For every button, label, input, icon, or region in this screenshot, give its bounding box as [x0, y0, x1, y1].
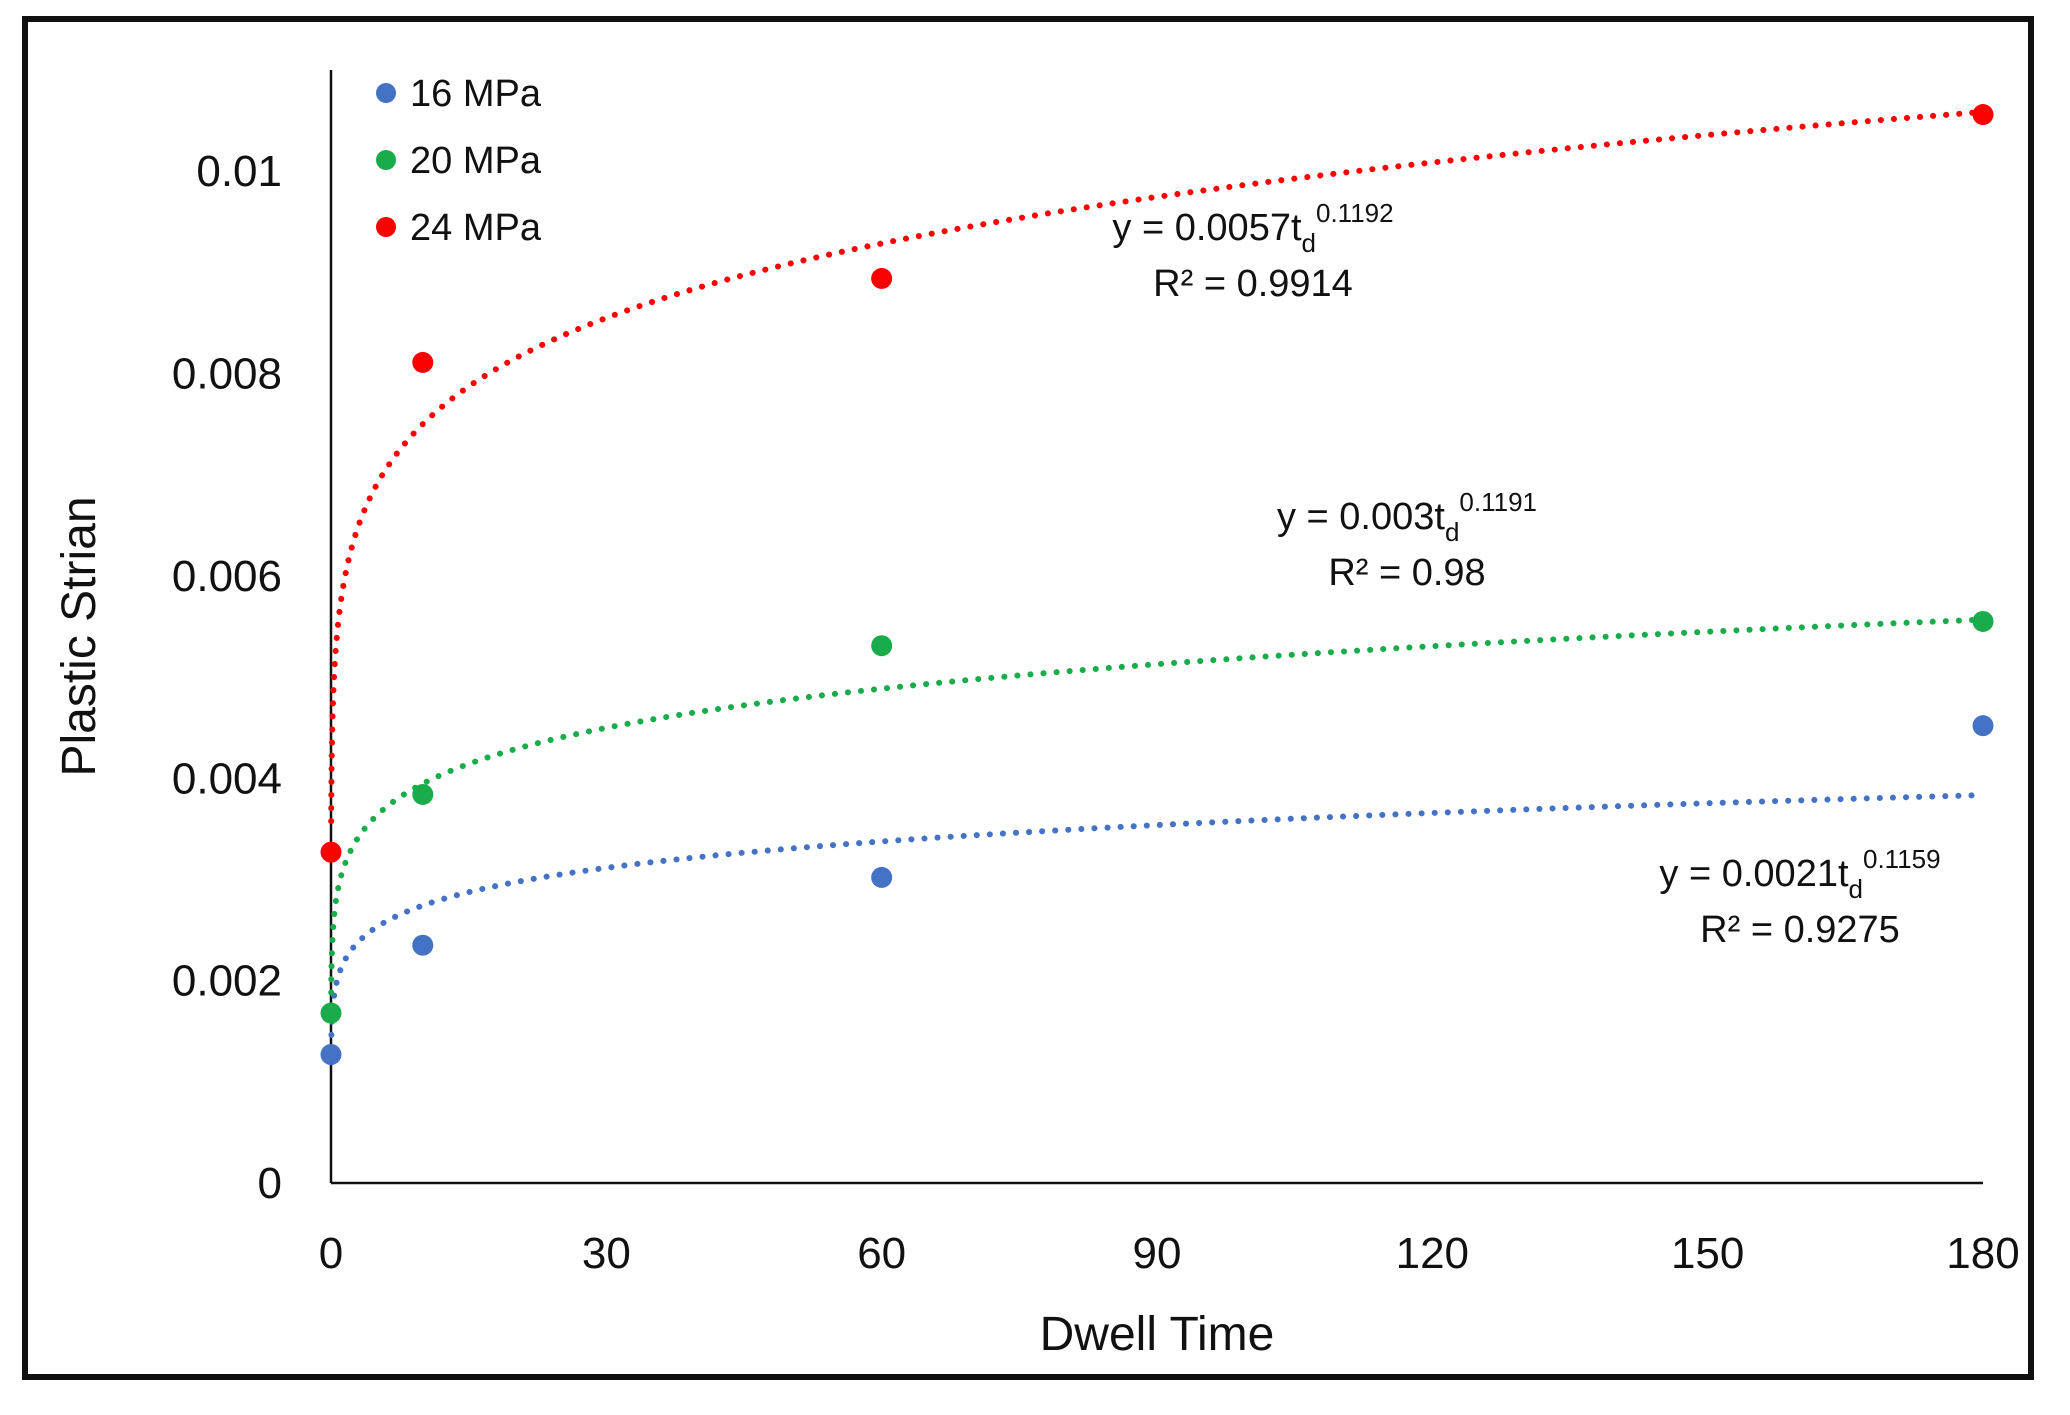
point-24-mpa — [1972, 104, 1994, 126]
legend-item-24-mpa: 24 MPa — [376, 207, 542, 249]
equation-20-mpa-formula: y = 0.003td0.1191 — [1277, 487, 1537, 547]
y-tick-label: 0.004 — [172, 754, 282, 803]
y-tick-label: 0.006 — [172, 552, 282, 601]
y-tick-label: 0 — [258, 1159, 282, 1208]
chart-frame — [22, 16, 2034, 1380]
point-24-mpa — [412, 351, 434, 373]
y-tick-label: 0.01 — [196, 147, 282, 196]
trendline-24-mpa — [328, 108, 1986, 825]
legend-label-24-mpa: 24 MPa — [410, 207, 542, 249]
point-20-mpa — [320, 1002, 342, 1024]
point-24-mpa — [320, 841, 342, 863]
x-tick-label: 90 — [1133, 1229, 1182, 1278]
point-20-mpa — [1972, 610, 1994, 632]
equation-16-mpa-formula: y = 0.0021td0.1159 — [1659, 844, 1940, 904]
legend: 16 MPa 20 MPa 24 MPa — [376, 73, 542, 249]
legend-item-16-mpa: 16 MPa — [376, 73, 542, 115]
y-tick-label: 0.008 — [172, 350, 282, 399]
legend-label-20-mpa: 20 MPa — [410, 140, 542, 182]
point-16-mpa — [320, 1043, 342, 1065]
trendlines — [328, 108, 1986, 1051]
equation-24-mpa-formula: y = 0.0057td0.1192 — [1112, 198, 1393, 258]
legend-marker-16-mpa — [376, 83, 396, 103]
legend-marker-24-mpa — [376, 217, 396, 237]
x-tick-label: 120 — [1396, 1229, 1469, 1278]
legend-marker-20-mpa — [376, 150, 396, 170]
point-16-mpa — [1972, 715, 1994, 737]
point-20-mpa — [412, 783, 434, 805]
x-tick-label: 60 — [857, 1229, 906, 1278]
data-points — [320, 104, 1994, 1065]
equation-20-mpa-r2: R² = 0.98 — [1328, 552, 1485, 594]
y-tick-label: 0.002 — [172, 957, 282, 1006]
x-tick-label: 30 — [582, 1229, 631, 1278]
x-tick-label: 0 — [319, 1229, 343, 1278]
equation-16-mpa: y = 0.0021td0.1159 R² = 0.9275 — [1659, 844, 1940, 951]
x-tick-label: 180 — [1946, 1229, 2019, 1278]
point-24-mpa — [871, 267, 893, 289]
x-tick-label: 150 — [1671, 1229, 1744, 1278]
equation-24-mpa: y = 0.0057td0.1192 R² = 0.9914 — [1112, 198, 1393, 305]
legend-label-16-mpa: 16 MPa — [410, 73, 542, 115]
equation-20-mpa: y = 0.003td0.1191 R² = 0.98 — [1277, 487, 1537, 594]
point-16-mpa — [412, 934, 434, 956]
point-20-mpa — [871, 635, 893, 657]
equation-16-mpa-r2: R² = 0.9275 — [1700, 909, 1900, 951]
y-axis-title: Plastic Strian — [53, 496, 106, 776]
y-tick-labels: 0 0.002 0.004 0.006 0.008 0.01 — [172, 147, 282, 1208]
x-tick-labels: 0 30 60 90 120 150 180 — [319, 1229, 2020, 1278]
equation-24-mpa-r2: R² = 0.9914 — [1153, 263, 1353, 305]
legend-item-20-mpa: 20 MPa — [376, 140, 542, 182]
trendline-20-mpa — [328, 616, 1986, 996]
point-16-mpa — [871, 866, 893, 888]
trendline-16-mpa — [328, 792, 1986, 1051]
x-axis-title: Dwell Time — [1040, 1308, 1275, 1361]
